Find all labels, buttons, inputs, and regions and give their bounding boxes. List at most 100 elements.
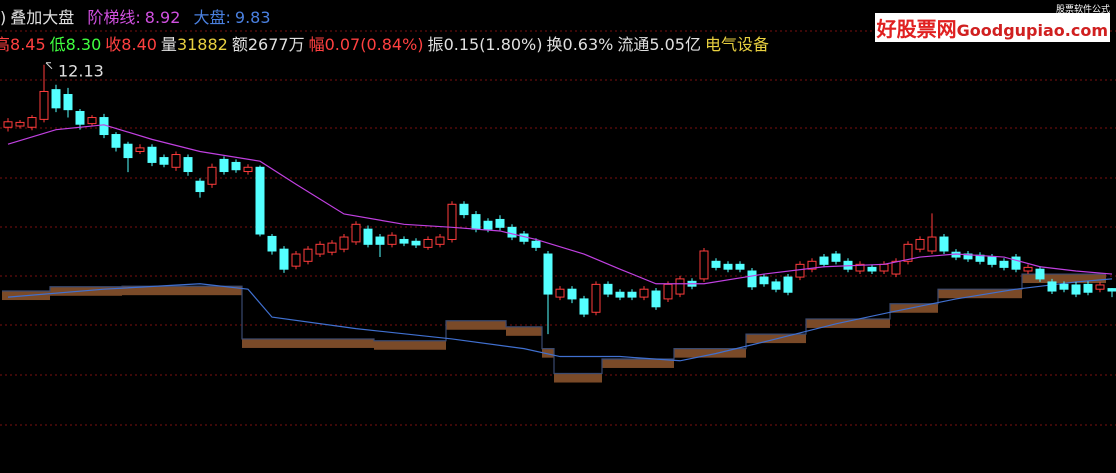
candle-body bbox=[771, 281, 781, 290]
quote-value: 8.45 bbox=[10, 35, 46, 54]
label: 大盘: bbox=[193, 8, 231, 27]
quote-label: 额 bbox=[231, 35, 248, 54]
step-block bbox=[542, 348, 554, 358]
grid bbox=[0, 30, 1116, 426]
quote-label: 高 bbox=[0, 35, 11, 54]
step-block bbox=[506, 326, 542, 336]
quote-value: 0.63% bbox=[562, 35, 614, 54]
domain: Goodgupiao.com bbox=[956, 21, 1108, 40]
candle-body bbox=[603, 283, 613, 295]
candle-body bbox=[3, 121, 13, 128]
quote-value: 8.30 bbox=[65, 35, 102, 54]
candle-body bbox=[27, 117, 37, 128]
candle-body bbox=[591, 283, 601, 313]
candle-body bbox=[1059, 283, 1069, 290]
candle-body bbox=[255, 166, 265, 235]
quote-value: 0.15(1.80%) bbox=[443, 35, 543, 54]
quote-item: 电气设备 bbox=[705, 35, 769, 54]
candle-body bbox=[495, 218, 505, 228]
candle-body bbox=[87, 117, 97, 125]
candle-body bbox=[783, 276, 793, 293]
candle-body bbox=[315, 243, 325, 255]
step-block bbox=[554, 373, 602, 383]
watermark: 股票软件公式 好股票网Goodgupiao.com bbox=[874, 2, 1110, 42]
candle-body bbox=[231, 161, 241, 171]
value: 9.83 bbox=[234, 8, 271, 27]
quote-label: 幅 bbox=[308, 35, 325, 54]
quote-item: 量31882 bbox=[161, 35, 228, 54]
quote-item: 幅0.07(0.84%) bbox=[309, 35, 424, 54]
candle-body bbox=[351, 223, 361, 243]
step-block bbox=[938, 289, 1022, 299]
candle-body bbox=[723, 263, 733, 270]
quote-item: 换0.63% bbox=[547, 35, 614, 54]
candle-body bbox=[999, 260, 1009, 268]
candle-body bbox=[711, 260, 721, 268]
step-label: 阶梯线: 8.92 bbox=[87, 8, 184, 27]
candle-body bbox=[459, 203, 469, 216]
candle-body bbox=[1035, 268, 1045, 280]
candle-body bbox=[927, 236, 937, 252]
quote-label: 振 bbox=[427, 35, 444, 54]
watermark-tag: 股票软件公式 bbox=[1055, 5, 1110, 15]
candle-body bbox=[363, 228, 373, 245]
quote-row: 高8.45 低8.30 收8.40 量31882 额2677万 幅0.07(0.84%) 振… bbox=[0, 31, 773, 55]
step-block bbox=[242, 338, 374, 348]
candle-body bbox=[651, 290, 661, 308]
quote-item: 低8.30 bbox=[50, 35, 102, 54]
quote-value: 0.07(0.84%) bbox=[324, 35, 424, 54]
candle-body bbox=[1071, 284, 1081, 295]
index-line bbox=[7, 278, 1113, 362]
candle-body bbox=[531, 240, 541, 248]
candle-body bbox=[243, 166, 253, 173]
candle-body bbox=[1047, 281, 1057, 292]
candle-body bbox=[423, 238, 433, 248]
candle-body bbox=[15, 121, 25, 127]
quote-label: 流通 bbox=[617, 35, 650, 54]
step-block bbox=[446, 320, 506, 330]
candle-body bbox=[147, 146, 157, 163]
candle-body bbox=[987, 256, 997, 265]
candle-body bbox=[123, 143, 133, 159]
candle-body bbox=[855, 263, 865, 272]
candle-body bbox=[111, 134, 121, 148]
candle-body bbox=[555, 288, 565, 298]
candle-body bbox=[1011, 256, 1021, 270]
candle-body bbox=[447, 203, 457, 240]
quote-label: 低 bbox=[49, 35, 66, 54]
candle-body bbox=[63, 93, 73, 111]
candle-body bbox=[699, 250, 709, 280]
step-block bbox=[674, 348, 746, 358]
peak-arrow bbox=[45, 62, 53, 70]
step-block bbox=[806, 318, 890, 328]
candle-body bbox=[483, 220, 493, 230]
step-block bbox=[374, 340, 446, 350]
quote-item: 流通5.05亿 bbox=[617, 35, 701, 54]
title: 叠加大盘 bbox=[10, 8, 75, 27]
candle-body bbox=[327, 242, 337, 253]
step-block bbox=[1022, 274, 1106, 284]
value: 8.92 bbox=[144, 8, 181, 27]
candle-body bbox=[675, 278, 685, 295]
candle-body bbox=[339, 236, 349, 250]
candle-body bbox=[39, 90, 49, 120]
candle-body bbox=[303, 248, 313, 262]
candle-body bbox=[567, 288, 577, 300]
candle-body bbox=[891, 260, 901, 275]
candle-body bbox=[1107, 288, 1116, 292]
candle-body bbox=[795, 263, 805, 278]
candle-body bbox=[267, 235, 277, 252]
candle-body bbox=[831, 253, 841, 262]
candle-body bbox=[507, 226, 517, 238]
candle-body bbox=[1023, 266, 1033, 272]
quote-label: 收 bbox=[105, 35, 122, 54]
candle-body bbox=[1095, 284, 1105, 290]
candle-body bbox=[159, 157, 169, 165]
candle-body bbox=[219, 158, 229, 173]
candle-body bbox=[51, 89, 61, 109]
quote-item: 振0.15(1.80%) bbox=[428, 35, 543, 54]
candle-body bbox=[579, 298, 589, 315]
candle-body bbox=[759, 276, 769, 285]
ma-line bbox=[7, 124, 1113, 285]
